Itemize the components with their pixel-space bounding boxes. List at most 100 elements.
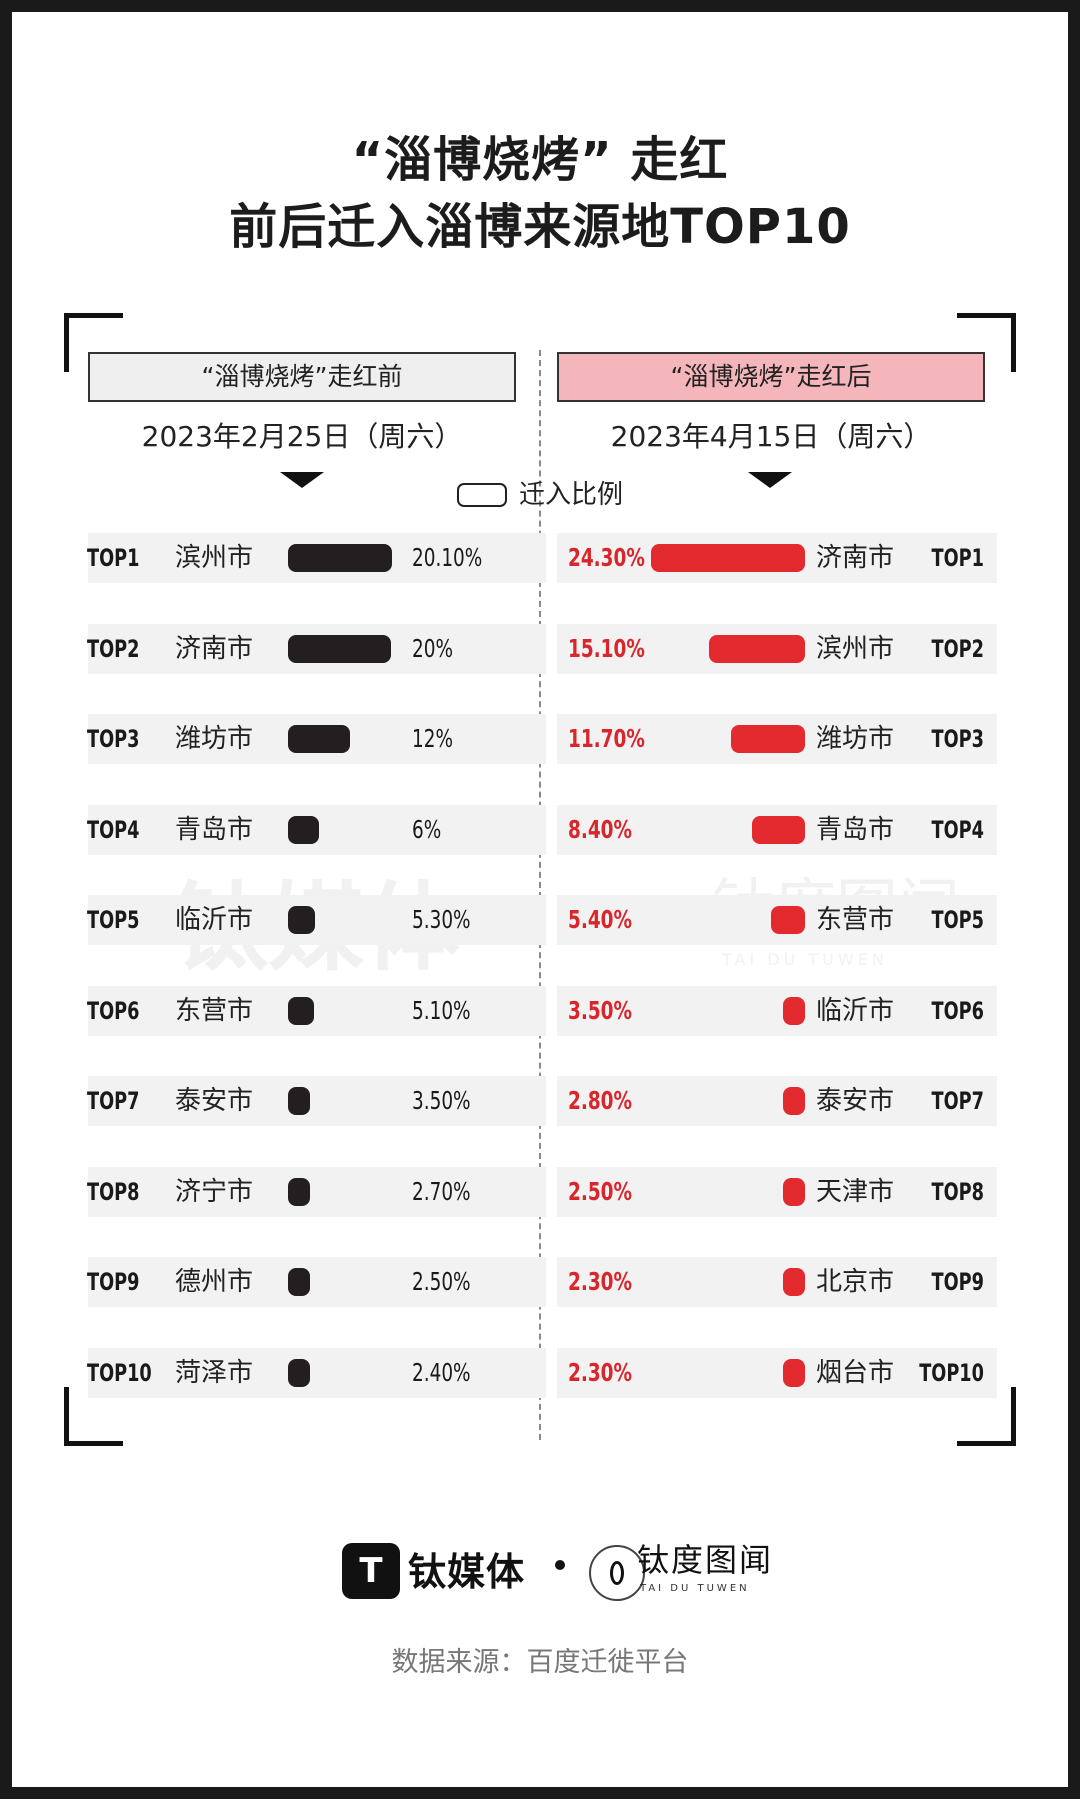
before-value-label: 20.10% [412,543,483,572]
before-value-label: 5.30% [412,905,471,934]
before-rank-label: TOP3 [87,725,140,753]
corner-bracket-bottom-right [957,1387,1016,1446]
before-value-label: 2.50% [412,1267,471,1296]
before-city-label: 青岛市 [175,814,254,845]
after-bar [709,634,805,663]
before-city-label: 泰安市 [175,1086,254,1116]
before-bar [288,634,392,663]
before-value-label: 3.50% [412,1086,471,1115]
before-bar [288,906,316,934]
after-value-label: 8.40% [568,814,632,844]
after-value-label: 2.80% [568,1086,632,1115]
before-row-background [88,1076,546,1126]
before-value-label: 20% [412,633,453,663]
before-city-label: 滨州市 [175,543,254,573]
after-city-label: 烟台市 [816,1357,895,1388]
before-header: “淄博烧烤”走红前 [88,352,516,402]
before-rank-label: TOP8 [87,1177,140,1206]
after-row-background [557,1257,997,1307]
after-value-label: 2.30% [568,1267,632,1296]
data-source: 数据来源：百度迁徙平台 [391,1647,689,1678]
after-value-label: 2.50% [568,1176,632,1206]
corner-bracket-bottom-left [64,1387,123,1446]
after-city-label: 滨州市 [816,633,895,664]
before-city-label: 济宁市 [175,1176,254,1207]
before-date: 2023年2月25日（周六） [141,420,463,453]
before-bar [288,1358,310,1387]
corner-bracket-top-right [957,313,1016,372]
legend-label: 迁入比例 [519,480,624,510]
after-city-label: 潍坊市 [816,724,895,754]
before-rank-label: TOP2 [87,634,140,663]
after-city-label: 东营市 [816,905,895,935]
after-bar [783,1087,805,1115]
infographic-page: “淄博烧烤” 走红 前后迁入淄博来源地TOP10 “淄博烧烤”走红前 “淄博烧烤… [12,12,1068,1787]
before-rank-label: TOP4 [87,815,140,844]
after-rank-label: TOP2 [931,634,984,663]
after-row-background [557,1166,997,1217]
before-value-label: 2.40% [412,1357,471,1387]
after-bar [651,544,805,572]
before-value-label: 2.70% [412,1176,471,1206]
before-bar [288,725,351,753]
after-value-label: 5.40% [568,905,632,934]
before-rank-label: TOP1 [87,544,140,572]
after-rank-label: TOP5 [931,906,984,934]
after-bar [783,1358,805,1387]
after-rank-label: TOP4 [931,815,984,844]
after-city-label: 青岛市 [816,814,895,845]
after-rank-label: TOP3 [931,725,984,753]
after-rank-label: TOP8 [931,1177,984,1206]
after-rank-label: TOP10 [919,1358,984,1387]
before-row-background [88,985,546,1036]
taidu-logo-subtext: TAI DU TUWEN [640,1583,750,1594]
before-city-label: 东营市 [175,995,254,1026]
before-bar [288,996,315,1025]
before-row-background [88,1166,546,1217]
before-bar [288,815,320,844]
before-city-label: 临沂市 [175,905,254,935]
after-value-label: 3.50% [568,995,632,1025]
before-city-label: 菏泽市 [175,1357,254,1388]
taidu-eye-icon [610,1561,624,1585]
after-bar [782,996,805,1025]
after-rank-label: TOP1 [931,544,984,572]
after-row-background [557,1347,997,1398]
after-row-background [557,985,997,1036]
after-city-label: 济南市 [816,543,895,573]
after-city-label: 泰安市 [816,1086,895,1116]
before-rank-label: TOP9 [87,1268,140,1296]
after-down-arrow-icon [748,472,792,488]
after-bar [783,1177,805,1206]
before-row-background [88,1347,546,1398]
before-bar [288,1087,310,1115]
before-city-label: 济南市 [175,633,254,664]
before-rank-label: TOP7 [87,1087,140,1115]
after-value-label: 15.10% [568,633,645,663]
after-city-label: 北京市 [816,1267,895,1297]
logo-separator-dot [555,1560,565,1570]
taidu-logo-text: 钛度图闻 [637,1541,774,1579]
before-row-background [88,1257,546,1307]
corner-bracket-top-left [64,313,123,372]
title-line-2: 前后迁入淄博来源地TOP10 [229,199,851,255]
after-bar [783,1268,805,1296]
before-row-background [88,895,546,945]
before-bar [288,1268,310,1296]
after-value-label: 24.30% [568,543,645,572]
legend-swatch [457,483,507,507]
after-date: 2023年4月15日（周六） [610,420,932,453]
before-value-label: 5.10% [412,995,471,1025]
after-value-label: 11.70% [568,724,645,753]
after-header: “淄博烧烤”走红后 [557,352,985,402]
taidu-logo-icon [589,1545,645,1601]
after-city-label: 天津市 [816,1176,895,1207]
before-bar [288,1177,310,1206]
watermark-sub: TAI DU TUWEN [722,950,888,969]
before-city-label: 德州市 [175,1267,254,1297]
before-value-label: 6% [412,814,442,844]
taimeiti-logo-text: 钛媒体 [408,1550,526,1594]
before-rank-label: TOP6 [87,996,140,1025]
before-down-arrow-icon [280,472,324,488]
after-city-label: 临沂市 [816,995,895,1026]
